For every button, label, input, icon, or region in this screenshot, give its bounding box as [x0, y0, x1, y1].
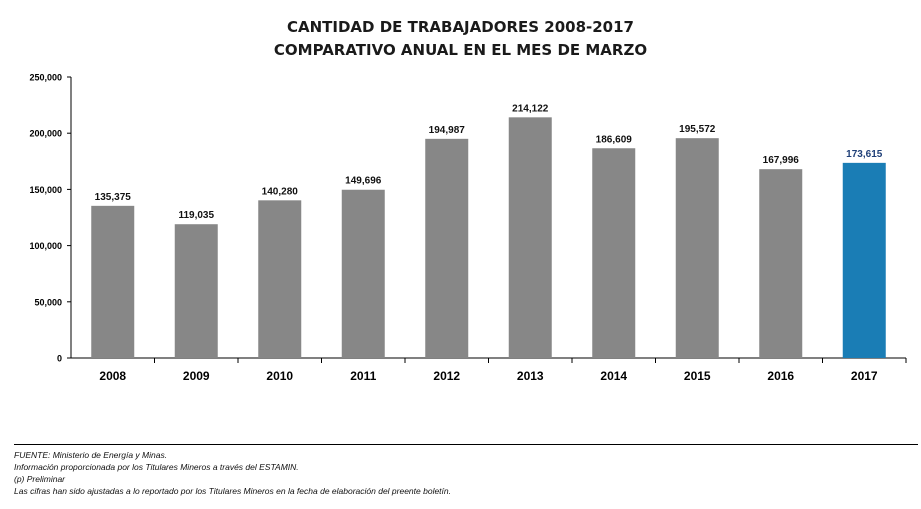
y-tick-label: 150,000 [29, 185, 62, 195]
bar [842, 162, 886, 358]
chart-subtitle: COMPARATIVO ANUAL EN EL MES DE MARZO [273, 41, 648, 59]
data-label: 119,035 [178, 210, 214, 221]
data-label: 149,696 [345, 176, 382, 187]
bar [341, 189, 385, 358]
data-label: 167,996 [763, 155, 800, 166]
data-label: 135,375 [95, 192, 132, 203]
bar [425, 138, 469, 358]
footer-info: Información proporcionada por los Titula… [14, 462, 299, 472]
x-tick-label: 2010 [266, 369, 293, 383]
y-tick-label: 200,000 [29, 129, 62, 139]
footer-source: FUENTE: Ministerio de Energía y Minas. [14, 450, 168, 460]
bar [91, 205, 135, 358]
data-label: 186,609 [596, 134, 633, 145]
chart-title: CANTIDAD DE TRABAJADORES 2008-2017 [286, 18, 634, 36]
x-tick-label: 2015 [684, 369, 711, 383]
data-label: 140,280 [262, 186, 299, 197]
x-tick-label: 2016 [767, 369, 794, 383]
x-tick-label: 2017 [851, 369, 878, 383]
footer-adjust: Las cifras han sido ajustadas a lo repor… [14, 486, 451, 496]
x-tick-label: 2008 [99, 369, 126, 383]
bar [508, 117, 552, 358]
data-label: 195,572 [679, 124, 716, 135]
bar [174, 224, 218, 358]
y-tick-label: 100,000 [29, 241, 62, 251]
y-tick-label: 0 [57, 354, 62, 364]
bar [759, 169, 803, 358]
x-tick-label: 2012 [433, 369, 460, 383]
data-label: 194,987 [429, 125, 466, 136]
bar [258, 200, 302, 358]
x-tick-label: 2011 [350, 369, 376, 383]
bar [592, 148, 636, 358]
x-tick-label: 2009 [183, 369, 210, 383]
x-tick-label: 2013 [517, 369, 544, 383]
bar [675, 138, 719, 358]
y-tick-label: 250,000 [29, 73, 62, 83]
footer-note: (p) Preliminar [14, 474, 66, 484]
x-tick-label: 2014 [600, 369, 627, 383]
data-label: 173,615 [846, 149, 883, 160]
y-tick-label: 50,000 [34, 297, 62, 307]
footer-notes: FUENTE: Ministerio de Energía y Minas. I… [14, 444, 918, 497]
data-label: 214,122 [512, 103, 549, 114]
